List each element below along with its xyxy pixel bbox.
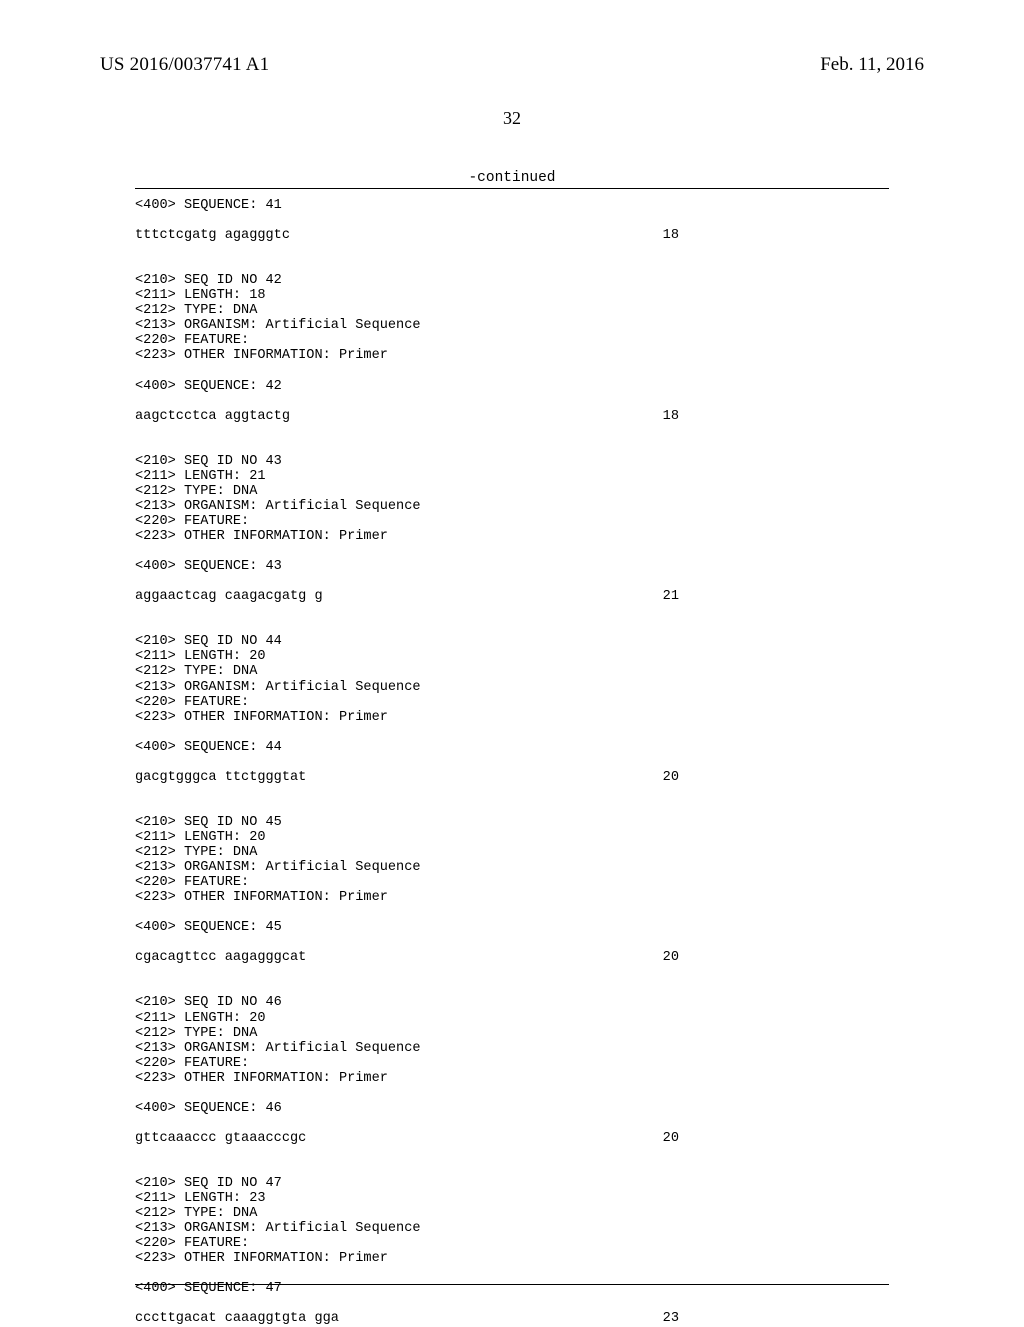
meta-line: <211> LENGTH: 21 [135, 469, 889, 484]
blank-line [135, 1266, 889, 1281]
sequence-text: gttcaaaccc gtaaacccgc [135, 1131, 306, 1146]
meta-line: <212> TYPE: DNA [135, 484, 889, 499]
sequence-row: cgacagttcc aagagggcat 20 [135, 950, 889, 965]
page-number: 32 [0, 108, 1024, 129]
meta-line: <210> SEQ ID NO 45 [135, 815, 889, 830]
sequence-text: gacgtgggca ttctgggtat [135, 770, 306, 785]
meta-line: <211> LENGTH: 20 [135, 649, 889, 664]
sequence-row: tttctcgatg agagggtc 18 [135, 228, 889, 243]
meta-line: <213> ORGANISM: Artificial Sequence [135, 1041, 889, 1056]
sequence-header: <400> SEQUENCE: 43 [135, 559, 889, 574]
meta-line: <213> ORGANISM: Artificial Sequence [135, 860, 889, 875]
sequence-length: 23 [663, 1311, 679, 1326]
blank-line [135, 725, 889, 740]
rule-bottom [135, 1284, 889, 1285]
meta-line: <213> ORGANISM: Artificial Sequence [135, 499, 889, 514]
blank-line [135, 800, 889, 815]
blank-line [135, 574, 889, 589]
blank-line [135, 213, 889, 228]
meta-line: <211> LENGTH: 23 [135, 1191, 889, 1206]
sequence-text: cccttgacat caaaggtgta gga [135, 1311, 339, 1326]
meta-line: <212> TYPE: DNA [135, 303, 889, 318]
meta-line: <223> OTHER INFORMATION: Primer [135, 1251, 889, 1266]
meta-line: <223> OTHER INFORMATION: Primer [135, 1071, 889, 1086]
meta-line: <210> SEQ ID NO 46 [135, 995, 889, 1010]
blank-line [135, 1296, 889, 1311]
meta-line: <210> SEQ ID NO 43 [135, 454, 889, 469]
meta-line: <223> OTHER INFORMATION: Primer [135, 710, 889, 725]
meta-line: <210> SEQ ID NO 47 [135, 1176, 889, 1191]
blank-line [135, 1146, 889, 1161]
meta-line: <212> TYPE: DNA [135, 845, 889, 860]
meta-line: <210> SEQ ID NO 42 [135, 273, 889, 288]
sequence-listing: <400> SEQUENCE: 41 tttctcgatg agagggtc 18 <… [135, 198, 889, 1327]
meta-line: <213> ORGANISM: Artificial Sequence [135, 318, 889, 333]
sequence-header: <400> SEQUENCE: 44 [135, 740, 889, 755]
meta-line: <220> FEATURE: [135, 1236, 889, 1251]
sequence-length: 21 [663, 589, 679, 604]
meta-line: <212> TYPE: DNA [135, 1206, 889, 1221]
meta-line: <223> OTHER INFORMATION: Primer [135, 529, 889, 544]
sequence-length: 18 [663, 228, 679, 243]
meta-line: <220> FEATURE: [135, 514, 889, 529]
meta-line: <211> LENGTH: 18 [135, 288, 889, 303]
publication-number: US 2016/0037741 A1 [100, 54, 269, 76]
meta-line: <220> FEATURE: [135, 875, 889, 890]
blank-line [135, 1116, 889, 1131]
meta-line: <211> LENGTH: 20 [135, 830, 889, 845]
sequence-text: aagctcctca aggtactg [135, 409, 290, 424]
meta-line: <220> FEATURE: [135, 333, 889, 348]
blank-line [135, 935, 889, 950]
sequence-text: cgacagttcc aagagggcat [135, 950, 306, 965]
rule-top [135, 188, 889, 189]
sequence-header: <400> SEQUENCE: 42 [135, 379, 889, 394]
meta-line: <212> TYPE: DNA [135, 664, 889, 679]
sequence-length: 18 [663, 409, 679, 424]
meta-line: <213> ORGANISM: Artificial Sequence [135, 1221, 889, 1236]
sequence-row: cccttgacat caaaggtgta gga 23 [135, 1311, 889, 1326]
page: US 2016/0037741 A1 Feb. 11, 2016 32 -con… [0, 0, 1024, 1320]
sequence-length: 20 [663, 1131, 679, 1146]
meta-line: <223> OTHER INFORMATION: Primer [135, 348, 889, 363]
meta-line: <210> SEQ ID NO 44 [135, 634, 889, 649]
continued-label: -continued [0, 170, 1024, 186]
blank-line [135, 424, 889, 439]
publication-date: Feb. 11, 2016 [820, 54, 924, 76]
meta-line: <211> LENGTH: 20 [135, 1011, 889, 1026]
sequence-header: <400> SEQUENCE: 46 [135, 1101, 889, 1116]
blank-line [135, 364, 889, 379]
blank-line [135, 604, 889, 619]
blank-line [135, 755, 889, 770]
meta-line: <220> FEATURE: [135, 695, 889, 710]
meta-line: <223> OTHER INFORMATION: Primer [135, 890, 889, 905]
sequence-header: <400> SEQUENCE: 45 [135, 920, 889, 935]
sequence-length: 20 [663, 950, 679, 965]
blank-line [135, 394, 889, 409]
meta-line: <212> TYPE: DNA [135, 1026, 889, 1041]
sequence-row: gttcaaaccc gtaaacccgc 20 [135, 1131, 889, 1146]
sequence-text: aggaactcag caagacgatg g [135, 589, 323, 604]
meta-line: <400> SEQUENCE: 41 [135, 198, 889, 213]
blank-line [135, 1161, 889, 1176]
sequence-length: 20 [663, 770, 679, 785]
blank-line [135, 243, 889, 258]
blank-line [135, 785, 889, 800]
blank-line [135, 965, 889, 980]
sequence-row: aagctcctca aggtactg 18 [135, 409, 889, 424]
blank-line [135, 905, 889, 920]
blank-line [135, 619, 889, 634]
sequence-row: gacgtgggca ttctgggtat 20 [135, 770, 889, 785]
sequence-text: tttctcgatg agagggtc [135, 228, 290, 243]
blank-line [135, 980, 889, 995]
sequence-row: aggaactcag caagacgatg g 21 [135, 589, 889, 604]
blank-line [135, 439, 889, 454]
blank-line [135, 544, 889, 559]
meta-line: <220> FEATURE: [135, 1056, 889, 1071]
blank-line [135, 258, 889, 273]
meta-line: <213> ORGANISM: Artificial Sequence [135, 680, 889, 695]
blank-line [135, 1086, 889, 1101]
